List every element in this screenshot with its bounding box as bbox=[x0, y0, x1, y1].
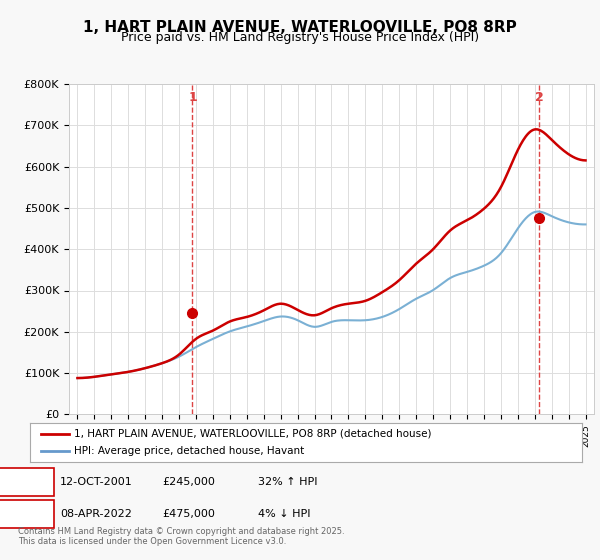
FancyBboxPatch shape bbox=[0, 500, 54, 528]
Text: 4% ↓ HPI: 4% ↓ HPI bbox=[258, 509, 311, 519]
Text: 2: 2 bbox=[20, 507, 28, 520]
Text: 08-APR-2022: 08-APR-2022 bbox=[60, 509, 132, 519]
Text: £245,000: £245,000 bbox=[162, 477, 215, 487]
Text: HPI: Average price, detached house, Havant: HPI: Average price, detached house, Hava… bbox=[74, 446, 304, 456]
Text: 1: 1 bbox=[20, 476, 28, 489]
Text: 12-OCT-2001: 12-OCT-2001 bbox=[60, 477, 133, 487]
Text: £475,000: £475,000 bbox=[162, 509, 215, 519]
Text: 32% ↑ HPI: 32% ↑ HPI bbox=[258, 477, 317, 487]
Text: Price paid vs. HM Land Registry's House Price Index (HPI): Price paid vs. HM Land Registry's House … bbox=[121, 31, 479, 44]
Text: Contains HM Land Registry data © Crown copyright and database right 2025.
This d: Contains HM Land Registry data © Crown c… bbox=[18, 526, 344, 546]
Text: 1: 1 bbox=[188, 91, 197, 104]
Text: 2: 2 bbox=[535, 91, 544, 104]
Text: 1, HART PLAIN AVENUE, WATERLOOVILLE, PO8 8RP: 1, HART PLAIN AVENUE, WATERLOOVILLE, PO8… bbox=[83, 20, 517, 35]
Text: 1, HART PLAIN AVENUE, WATERLOOVILLE, PO8 8RP (detached house): 1, HART PLAIN AVENUE, WATERLOOVILLE, PO8… bbox=[74, 429, 431, 439]
FancyBboxPatch shape bbox=[0, 468, 54, 496]
